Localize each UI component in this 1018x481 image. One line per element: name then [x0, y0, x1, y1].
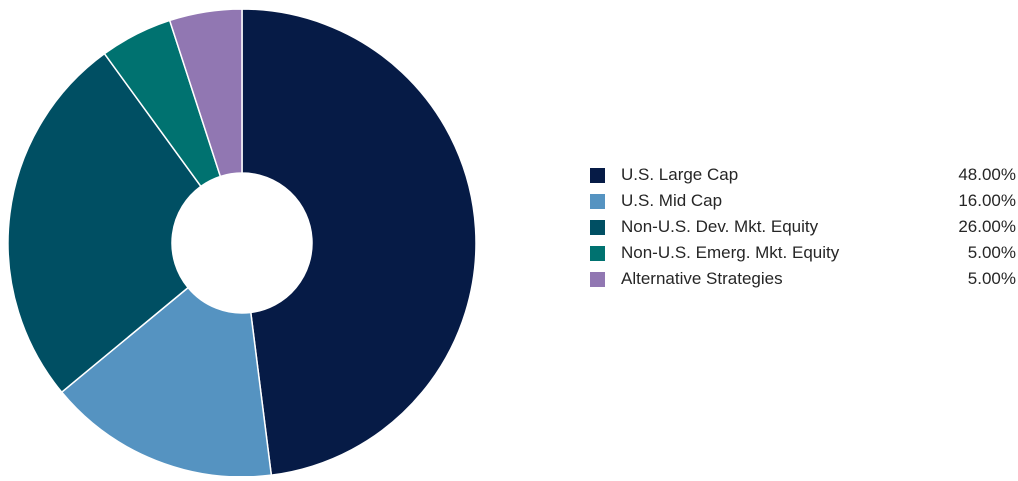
donut-chart — [0, 0, 490, 478]
legend-item-alternative-strategies: Alternative Strategies 5.00% — [590, 266, 1016, 292]
legend-item-non-us-emerg-mkt-equity: Non-U.S. Emerg. Mkt. Equity 5.00% — [590, 240, 1016, 266]
legend-label: Non-U.S. Dev. Mkt. Equity — [621, 217, 819, 236]
legend-item-us-mid-cap: U.S. Mid Cap 16.00% — [590, 188, 1016, 214]
legend: U.S. Large Cap 48.00% U.S. Mid Cap 16.00… — [590, 162, 1016, 292]
legend-swatch — [590, 271, 605, 287]
donut-slice-non-us-dev-mkt-equity — [7, 52, 202, 394]
legend-swatch — [590, 193, 605, 209]
legend-value: 5.00% — [967, 269, 1016, 288]
legend-value: 48.00% — [958, 165, 1016, 184]
legend-label: Non-U.S. Emerg. Mkt. Equity — [621, 243, 840, 262]
legend-value: 26.00% — [958, 217, 1016, 236]
donut-slice-alternative-strategies — [168, 8, 243, 178]
donut-chart-svg — [7, 8, 477, 478]
legend-swatch — [590, 219, 605, 235]
legend-swatch — [590, 245, 605, 261]
legend-item-us-large-cap: U.S. Large Cap 48.00% — [590, 162, 1016, 188]
legend-item-non-us-dev-mkt-equity: Non-U.S. Dev. Mkt. Equity 26.00% — [590, 214, 1016, 240]
legend-label: Alternative Strategies — [621, 269, 783, 288]
legend-swatch — [590, 167, 605, 183]
legend-value: 5.00% — [967, 243, 1016, 262]
legend-label: U.S. Large Cap — [621, 165, 739, 184]
donut-slice-us-large-cap — [241, 8, 477, 476]
legend-label: U.S. Mid Cap — [621, 191, 723, 210]
legend-value: 16.00% — [958, 191, 1016, 210]
donut-slice-us-mid-cap — [60, 286, 273, 478]
